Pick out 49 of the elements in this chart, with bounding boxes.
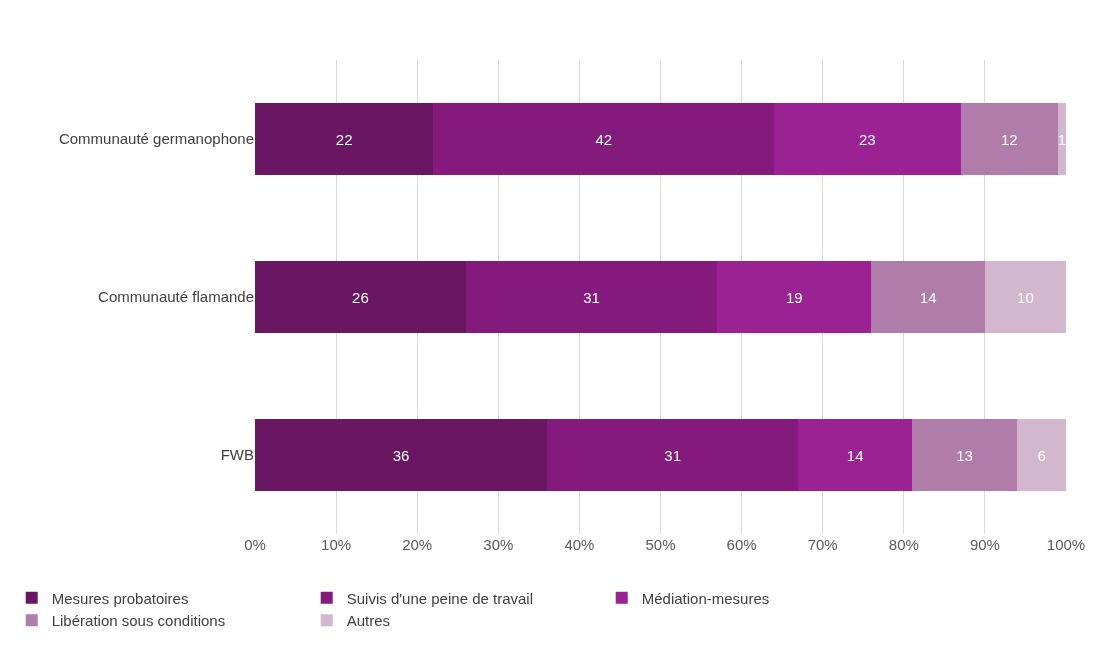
bar — [255, 261, 466, 333]
x-tick-label: 10% — [321, 536, 352, 553]
data-label: 36 — [392, 446, 410, 464]
y-tick-label: Communauté germanophone — [58, 130, 254, 148]
y-tick-label: FWB — [220, 446, 254, 464]
x-tick-label: 30% — [483, 536, 514, 553]
bar — [774, 103, 961, 175]
data-label: 31 — [664, 446, 682, 464]
x-tick-label: 100% — [1046, 536, 1086, 553]
data-label: 42 — [595, 130, 613, 148]
x-tick-label: 50% — [645, 536, 676, 553]
data-label: 1 — [1057, 130, 1067, 148]
legend-label: Mesures probatoires — [51, 589, 189, 607]
bar — [984, 261, 1066, 333]
x-tick-label: 90% — [969, 536, 1000, 553]
data-label: 31 — [583, 288, 600, 306]
data-label: 13 — [956, 446, 973, 464]
bar — [1057, 103, 1066, 175]
data-label: 14 — [919, 288, 937, 306]
bar — [255, 103, 434, 175]
bar — [717, 261, 872, 333]
y-tick-label: Communauté flamande — [98, 288, 254, 306]
x-tick-label: 60% — [726, 536, 757, 553]
legend-label: Médiation-mesures — [641, 589, 770, 607]
x-tick-label: 40% — [564, 536, 595, 553]
data-label: 23 — [858, 130, 876, 148]
data-label: 14 — [846, 446, 864, 464]
x-tick-label: 20% — [402, 536, 433, 553]
bar — [960, 103, 1058, 175]
x-tick-label: 80% — [888, 536, 919, 553]
bar — [911, 419, 1018, 491]
bar — [871, 261, 985, 333]
bar — [1017, 419, 1066, 491]
data-label: 22 — [335, 130, 353, 148]
data-label: 10 — [1017, 288, 1034, 306]
data-label: 26 — [352, 288, 369, 306]
bar — [255, 419, 547, 491]
x-tick-label: 0% — [244, 536, 266, 553]
legend-label: Suivis d'une peine de travail — [346, 589, 534, 607]
bar — [465, 261, 718, 333]
bar — [546, 419, 799, 491]
legend-label: Autres — [346, 612, 391, 629]
data-label: 12 — [1000, 130, 1018, 148]
legend-label: Libération sous conditions — [51, 612, 226, 629]
data-label: 6 — [1037, 446, 1046, 464]
data-label: 19 — [785, 288, 803, 306]
x-tick-label: 70% — [807, 536, 838, 553]
bar — [798, 419, 912, 491]
bar — [433, 103, 775, 175]
